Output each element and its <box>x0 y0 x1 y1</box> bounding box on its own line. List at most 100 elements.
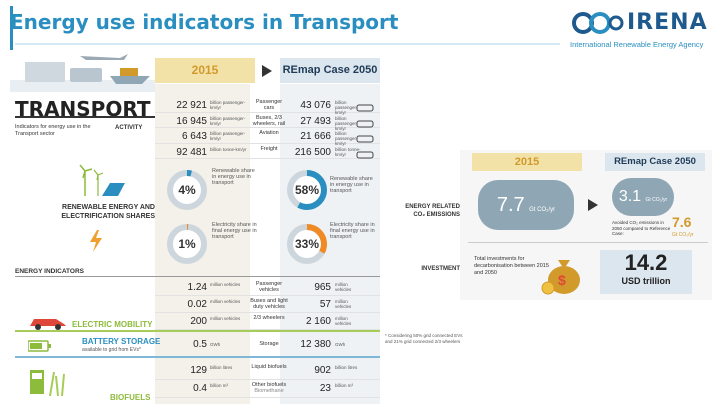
emobility.rows-row: 0.02 million vehicles Buses and light duty… <box>155 296 380 313</box>
re-desc-2015: Renewable share in energy use in transpo… <box>212 168 255 186</box>
emobility-label: ELECTRIC MOBILITY <box>72 320 153 329</box>
logo-name: IRENA <box>627 10 708 35</box>
emobility-table: 1.24 million vehicles Passenger vehicles 96… <box>155 279 380 330</box>
emissions-unit-2015: Gt CO₂/yr <box>529 207 556 213</box>
donut-el-2050: 33% <box>285 222 329 271</box>
container-icon <box>355 147 375 165</box>
avoided-value: 7.6 <box>672 214 692 230</box>
activity-row: 6 643 billion passenger-km/yr Aviation 21 6… <box>155 128 380 146</box>
car-icon <box>355 100 375 118</box>
row-label: Aviation <box>259 130 279 136</box>
row-label: Buses and light duty vehicles <box>250 298 288 310</box>
el-2015-value: 1% <box>178 237 196 251</box>
unit-2015: billion passenger-km/yr <box>210 131 246 141</box>
footnote: * Considering 50% grid connected EVs and… <box>385 333 463 344</box>
investment-unit: USD trillion <box>621 276 671 286</box>
value-2050: 21 666 <box>300 131 331 142</box>
emobility-line <box>15 330 380 332</box>
row-label: Freight <box>260 145 278 152</box>
value-2015: 0.02 <box>187 299 207 310</box>
transport-illustration <box>10 50 155 97</box>
unit-2050: million vehicles <box>335 299 352 309</box>
emissions-2050: 3.1 <box>618 188 642 205</box>
indicators-divider <box>15 276 380 277</box>
cloud-2050: 3.1 Gt CO₂/yr <box>612 178 674 216</box>
biofuels.rows-row: 129 billion litres Liquid biofuels 902 billi… <box>155 362 380 380</box>
unit-2050: billion passenger-km/yr <box>335 100 358 115</box>
title-underline <box>15 43 560 45</box>
value-2015: 1.24 <box>187 282 207 293</box>
unit-2050: billion litres <box>335 365 358 370</box>
row-label: Buses, 2/3 wheelers, rail <box>252 114 286 127</box>
donut-el-2015: 1% <box>165 222 209 271</box>
arrow-right-icon <box>588 199 598 211</box>
transport-subtitle: Indicators for energy use in the Transpo… <box>15 124 91 137</box>
unit-2015: million vehicles <box>210 299 241 304</box>
battery-sub: available to grid from EVs* <box>82 347 141 353</box>
unit-2015: million vehicles <box>210 282 241 287</box>
biofuels-label: BIOFUELS <box>110 393 151 402</box>
emobility.rows-row: 200 million vehicles 2/3 wheelers 2 160 mill… <box>155 313 380 330</box>
activity-row: 16 945 billion passenger-km/yr Buses, 2/3 … <box>155 113 380 131</box>
plane-icon <box>355 131 375 149</box>
value-2015: 0.4 <box>193 383 207 394</box>
el-2050-value: 33% <box>294 237 320 251</box>
row-label: Liquid biofuels <box>251 364 287 370</box>
transport-divider <box>15 116 155 118</box>
activity-table: 22 921 billion passenger-km/yr Passenger c… <box>155 97 380 159</box>
battery-icon <box>27 339 52 357</box>
fuel-pump-icon <box>28 362 68 403</box>
investment-value: 14.2 <box>624 250 668 275</box>
unit-2050: million vehicles <box>335 316 352 326</box>
investment-text: Total investments for decarbonisation be… <box>474 256 549 276</box>
money-bag-icon: $ <box>540 252 588 301</box>
value-2050: 2 160 <box>305 316 331 327</box>
value-2015: 92 481 <box>176 146 207 158</box>
unit-2050: billion passenger-km/yr <box>335 115 358 131</box>
unit-2015: billion m³ <box>210 383 229 388</box>
battery-label: BATTERY STORAGE <box>82 337 161 346</box>
renewables-label: RENEWABLE ENERGY AND ELECTRIFICATION SHA… <box>61 204 155 220</box>
re-2015-value: 4% <box>178 183 196 197</box>
unit-2015: billion passenger-km/yr <box>210 100 246 110</box>
value-2050: 902 <box>314 365 331 376</box>
unit-2050: billion tonne-km/yr <box>335 146 361 157</box>
activity-row: 92 481 billion tonne-km/yr Freight 216 500 b… <box>155 144 380 159</box>
battery-row: 0.5 GWh Storage 12 380 GWh <box>193 339 346 350</box>
value-2015: 22 921 <box>176 100 207 111</box>
re-desc-2050: Renewable share in energy use in transpo… <box>330 176 373 194</box>
row-label: 2/3 wheelers <box>253 315 285 321</box>
value-2050: 57 <box>319 299 331 310</box>
right-header-remap: REmap Case 2050 <box>605 153 705 171</box>
value-2050: 23 <box>319 383 331 394</box>
unit-2015: million vehicles <box>210 316 241 321</box>
unit-2015: billion passenger-km/yr <box>210 115 246 126</box>
emissions-2015: 7.7 <box>496 194 525 216</box>
donut-re-2015: 4% <box>165 168 209 217</box>
unit-2050: billion passenger-km/yr <box>335 131 358 146</box>
row-label: Other biofuels Biomethane <box>251 382 287 394</box>
avoided-unit: Gt CO₂/yr <box>672 232 694 238</box>
value-2050: 27 493 <box>300 115 331 127</box>
bus-icon <box>355 116 375 134</box>
header-remap-2050: REmap Case 2050 <box>280 58 380 83</box>
el-desc-2050: Electricity share in final energy use in… <box>330 222 375 240</box>
header-2015: 2015 <box>155 58 255 83</box>
indicators-label: ENERGY INDICATORS <box>15 268 84 275</box>
emissions-label: ENERGY RELATED CO₂ EMISSIONS <box>405 204 460 218</box>
page-title: Energy use indicators in Transport <box>10 10 399 34</box>
value-2015: 16 945 <box>176 115 207 127</box>
battery-line <box>15 356 380 358</box>
el-desc-2015: Electricity share in final energy use in… <box>212 222 257 240</box>
wind-solar-icon <box>70 163 125 203</box>
right-header-2015: 2015 <box>472 153 582 171</box>
donut-re-2050: 58% <box>285 168 329 217</box>
lightning-icon <box>88 230 104 257</box>
arrow-right-icon <box>262 65 272 77</box>
electric-car-icon <box>28 314 68 335</box>
unit-2050: million vehicles <box>335 282 352 292</box>
unit-2015: billion litres <box>210 365 233 370</box>
activity-label: ACTIVITY <box>115 125 143 131</box>
value-2015: 200 <box>190 316 207 327</box>
value-2050: 216 500 <box>294 146 331 158</box>
